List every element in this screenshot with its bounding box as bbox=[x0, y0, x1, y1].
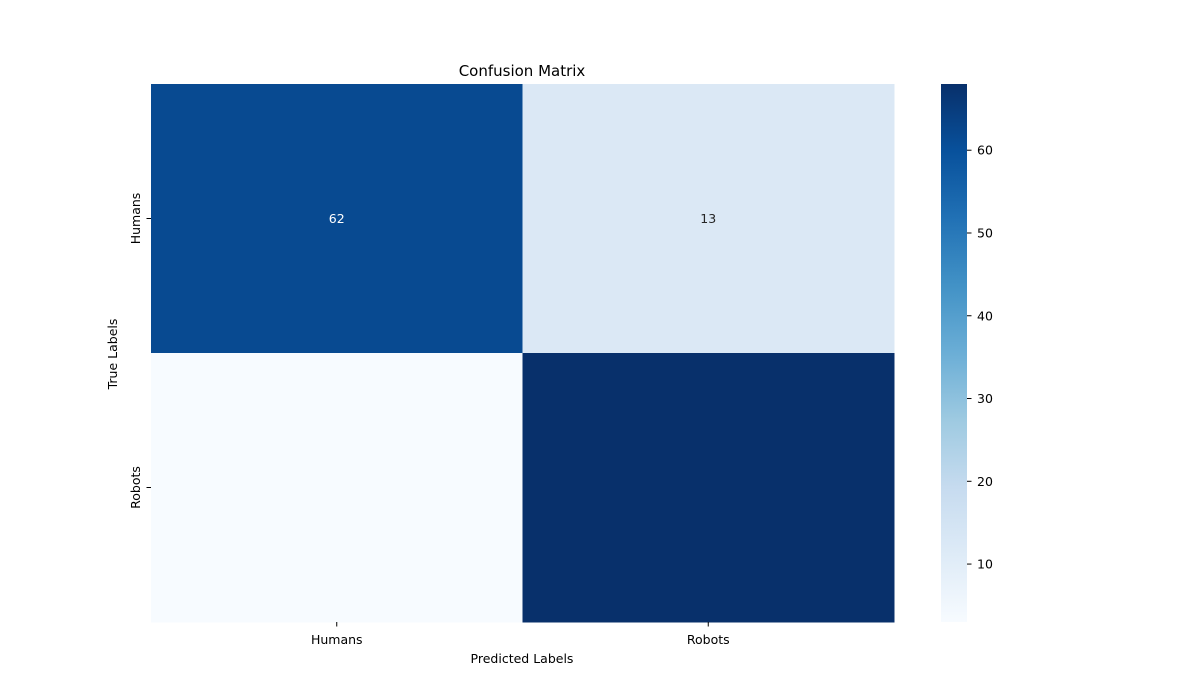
heatmap-cell-0-1 bbox=[522, 84, 895, 354]
colorbar-tick-label: 50 bbox=[977, 225, 993, 240]
colorbar-tick-label: 10 bbox=[977, 557, 993, 572]
colorbar-tick-label: 30 bbox=[977, 391, 993, 406]
x-axis-ticks: Humans Robots bbox=[311, 622, 730, 647]
heatmap-cell-0-0 bbox=[151, 84, 523, 354]
x-axis-label: Predicted Labels bbox=[471, 651, 574, 666]
heatmap-cell-1-1 bbox=[522, 353, 895, 623]
y-tick-label: Robots bbox=[128, 466, 143, 509]
y-axis-label: True Labels bbox=[105, 319, 120, 391]
cell-value-label-0-0: 62 bbox=[329, 211, 345, 226]
colorbar-tick-label: 60 bbox=[977, 143, 993, 158]
colorbar-tick-label: 20 bbox=[977, 474, 993, 489]
colorbar-ticks: 10 20 30 40 50 60 bbox=[967, 143, 993, 572]
heatmap-cells bbox=[151, 84, 895, 623]
y-axis-ticks: Humans Robots bbox=[128, 193, 151, 509]
colorbar-tick-label: 40 bbox=[977, 308, 993, 323]
x-tick-label: Humans bbox=[311, 632, 363, 647]
chart-title: Confusion Matrix bbox=[459, 62, 586, 80]
colorbar bbox=[941, 84, 967, 622]
heatmap-cell-labels: 62 13 bbox=[329, 211, 716, 226]
cell-value-label-0-1: 13 bbox=[700, 211, 716, 226]
y-tick-label: Humans bbox=[128, 193, 143, 245]
x-tick-label: Robots bbox=[687, 632, 730, 647]
heatmap-cell-1-0 bbox=[151, 353, 523, 623]
